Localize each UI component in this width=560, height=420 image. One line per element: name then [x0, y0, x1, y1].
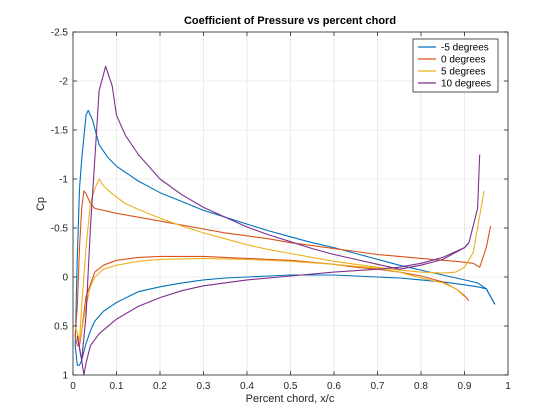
x-tick-label: 0.1 [110, 381, 124, 392]
ticks [72, 31, 509, 376]
x-tick-label: 0.5 [284, 381, 298, 392]
x-tick-label: 0.9 [458, 381, 472, 392]
series-lines [74, 65, 496, 376]
y-tick-label: 1 [62, 371, 68, 382]
y-tick-label: -2.5 [51, 28, 69, 39]
y-tick-label: 0.5 [54, 322, 68, 333]
y-tick-label: -2 [59, 77, 68, 88]
y-axis-label: Cp [35, 197, 47, 211]
y-tick-label: -0.5 [51, 224, 69, 235]
x-axis-label: Percent chord, x/c [246, 393, 335, 405]
series-line-3-upper [76, 65, 481, 361]
x-tick-label: 0.3 [197, 381, 211, 392]
series-line-3-lower [76, 242, 470, 376]
legend-label: 5 degrees [441, 67, 485, 78]
legend-label: -5 degrees [441, 43, 489, 54]
x-tick-label: 0.8 [414, 381, 428, 392]
y-tick-label: -1 [59, 175, 68, 186]
x-tick-label: 1 [505, 381, 511, 392]
x-tick-label: 0.6 [327, 381, 341, 392]
legend-label: 10 degrees [441, 79, 491, 90]
x-tick-label: 0.7 [371, 381, 385, 392]
y-tick-label: -1.5 [51, 126, 69, 137]
series-line-2-upper [74, 178, 485, 342]
x-tick-labels: 0 0.1 0.2 0.3 0.4 0.5 0.6 0.7 0.8 0.9 1 [70, 381, 511, 392]
chart-title: Coefficient of Pressure vs percent chord [184, 15, 396, 27]
series-line-1-upper [74, 190, 492, 336]
legend-label: 0 degrees [441, 55, 485, 66]
x-tick-label: 0.2 [153, 381, 167, 392]
y-tick-labels: -2.5 -2 -1.5 -1 -0.5 0 0.5 1 [51, 28, 69, 382]
x-tick-label: 0 [70, 381, 76, 392]
x-tick-label: 0.4 [240, 381, 254, 392]
y-tick-label: 0 [62, 273, 68, 284]
